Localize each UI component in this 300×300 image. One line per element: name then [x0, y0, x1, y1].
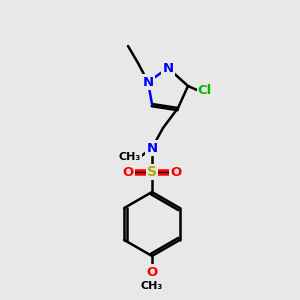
Text: O: O [146, 266, 158, 278]
Text: N: N [146, 142, 158, 154]
Text: O: O [170, 166, 182, 178]
Text: O: O [122, 166, 134, 178]
Text: S: S [147, 165, 157, 179]
Text: N: N [142, 76, 154, 88]
Text: N: N [162, 61, 174, 74]
Text: CH₃: CH₃ [141, 281, 163, 291]
Text: CH₃: CH₃ [119, 152, 141, 162]
Text: Cl: Cl [198, 83, 212, 97]
